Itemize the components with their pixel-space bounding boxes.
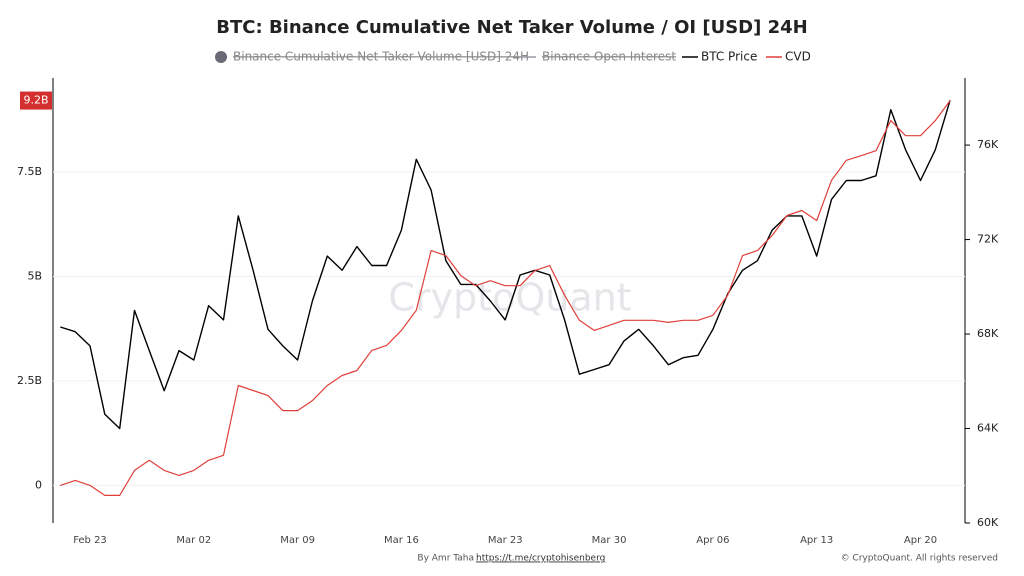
- x-tick-label: Apr 20: [904, 535, 937, 546]
- x-tick-label: Mar 16: [384, 535, 419, 546]
- watermark: CryptoQuant: [388, 276, 631, 320]
- x-tick-label: Feb 23: [73, 535, 107, 546]
- x-tick-label: Mar 09: [280, 535, 315, 546]
- x-tick-label: Mar 30: [592, 535, 627, 546]
- y2-tick-label: 76K: [977, 138, 999, 151]
- y2-tick-label: 68K: [977, 327, 999, 340]
- series-line: [60, 100, 951, 496]
- y2-tick-label: 72K: [977, 233, 999, 246]
- footer-author: By Amr Taha: [417, 554, 474, 564]
- chart-title: BTC: Binance Cumulative Net Taker Volume…: [216, 17, 807, 38]
- legend-label[interactable]: Binance Cumulative Net Taker Volume [USD…: [233, 50, 529, 64]
- legend-label[interactable]: Binance Open Interest: [542, 50, 676, 64]
- y-tick-label: 2.5B: [17, 374, 42, 387]
- footer-link[interactable]: https://t.me/cryptohisenberg: [476, 554, 605, 564]
- legend-marker: [215, 51, 227, 63]
- y2-tick-label: 60K: [977, 516, 999, 529]
- y-tick-label: 7.5B: [17, 165, 42, 178]
- legend-label[interactable]: CVD: [785, 50, 811, 64]
- y-tick-label: 0: [35, 478, 42, 491]
- value-label-box: [20, 91, 52, 110]
- x-tick-label: Apr 13: [800, 535, 833, 546]
- series-line: [60, 99, 951, 430]
- x-tick-label: Apr 06: [696, 535, 729, 546]
- value-label: 9.2B: [23, 94, 48, 107]
- legend-label[interactable]: BTC Price: [701, 50, 757, 64]
- y-tick-label: 5B: [27, 269, 42, 282]
- footer-copyright: © CryptoQuant. All rights reserved: [841, 554, 998, 564]
- y2-tick-label: 64K: [977, 422, 999, 435]
- x-tick-label: Mar 23: [488, 535, 523, 546]
- x-tick-label: Mar 02: [176, 535, 211, 546]
